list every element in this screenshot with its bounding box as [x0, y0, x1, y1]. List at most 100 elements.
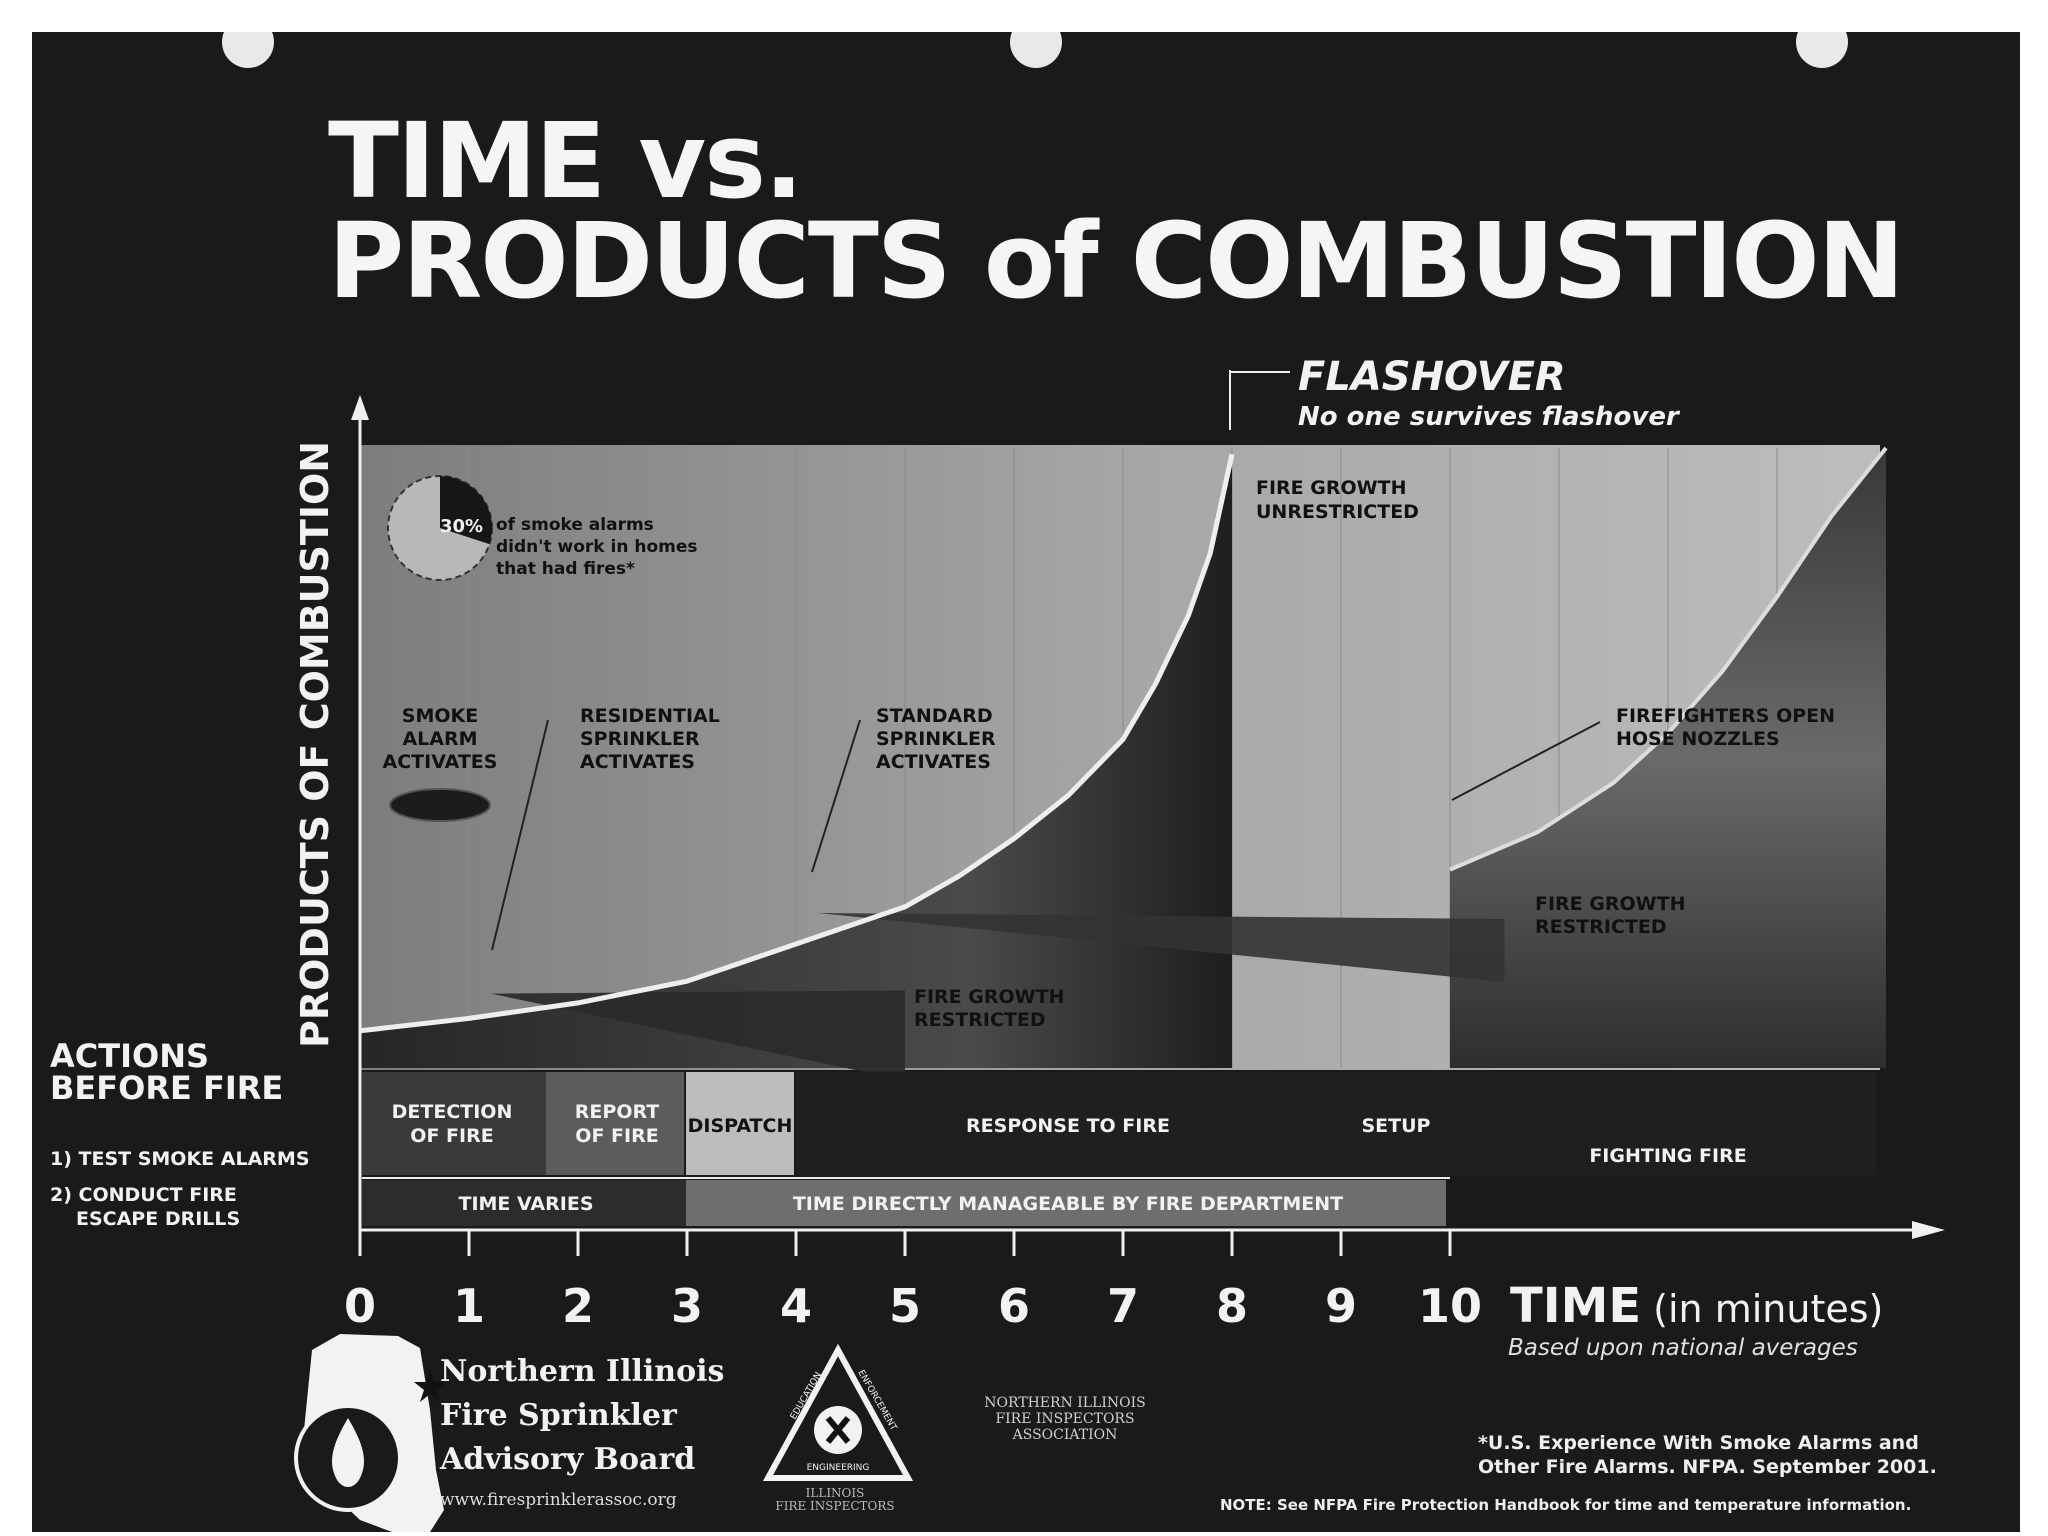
x-tick-label: 8: [1216, 1279, 1248, 1333]
inspectors-line1: NORTHERN ILLINOIS: [984, 1395, 1146, 1411]
annot-restricted-right: FIRE GROWTH: [1535, 893, 1685, 915]
annot-smoke-alarm: SMOKE: [402, 705, 478, 727]
phase-detection-label: OF FIRE: [410, 1125, 493, 1147]
badge-caption: ILLINOIS FIRE INSPECTORS: [770, 1487, 900, 1513]
inspectors-line2: FIRE INSPECTORS: [995, 1411, 1135, 1427]
pie-note-line: didn't work in homes: [496, 537, 698, 557]
phase-report: [546, 1072, 684, 1175]
inspectors-badge: EDUCATION ENGINEERING ENFORCEMENT: [762, 1343, 914, 1481]
smoke-alarm-pie: 30%: [387, 475, 493, 581]
org-name: Northern Illinois Fire Sprinkler Advisor…: [440, 1350, 724, 1482]
pie-percent: 30%: [440, 516, 483, 537]
x-tick-label: 7: [1107, 1279, 1139, 1333]
badge-caption-line1: ILLINOIS: [805, 1486, 865, 1500]
x-tick-label: 5: [889, 1279, 921, 1333]
annot-restricted-mid: FIRE GROWTH: [914, 986, 1064, 1008]
flashover-note: No one survives flashover: [1298, 402, 1681, 432]
annot-residential: SPRINKLER: [580, 728, 700, 750]
annot-residential: ACTIVATES: [580, 751, 695, 773]
inspectors-line3: ASSOCIATION: [1012, 1427, 1118, 1443]
footnote-line1: *U.S. Experience With Smoke Alarms and: [1478, 1432, 1919, 1454]
badge-word: ENGINEERING: [807, 1463, 870, 1473]
pie-note-line: that had fires*: [496, 559, 635, 579]
phase-setup-label: SETUP: [1362, 1115, 1431, 1137]
annot-unrestricted: UNRESTRICTED: [1256, 501, 1419, 523]
smoke-alarm-icon: [389, 788, 491, 822]
phase-dispatch: [686, 1072, 794, 1175]
annot-restricted-right: RESTRICTED: [1535, 916, 1667, 938]
pie-slice-30-percent: [440, 475, 493, 545]
x-ticks: 0 1 2 3 4 5 6 7 8 9 10: [344, 1230, 1482, 1333]
x-tick-label: 3: [671, 1279, 703, 1333]
org-name-line2: Fire Sprinkler: [440, 1398, 677, 1433]
annot-firefighters: FIREFIGHTERS OPEN: [1616, 705, 1835, 727]
pie-note-line: of smoke alarms: [496, 515, 654, 535]
annot-smoke-alarm: ALARM: [402, 728, 477, 750]
x-tick-label: 10: [1418, 1279, 1482, 1333]
org-name-line3: Advisory Board: [440, 1442, 696, 1477]
phase-report-label: REPORT: [575, 1101, 659, 1123]
annot-smoke-alarm: ACTIVATES: [383, 751, 498, 773]
band-standard: [817, 913, 1505, 982]
x-tick-label: 9: [1325, 1279, 1357, 1333]
bar-time-managed-label: TIME DIRECTLY MANAGEABLE BY FIRE DEPARTM…: [793, 1193, 1343, 1215]
star-icon: [414, 1370, 446, 1402]
pointer-firefighters: [1451, 721, 1601, 801]
x-tick-label: 1: [453, 1279, 485, 1333]
bar-time-varies: [362, 1180, 686, 1226]
band-unrestricted: [360, 454, 1232, 1068]
bar-time-varies-label: TIME VARIES: [458, 1193, 593, 1215]
action-item-2: 2) CONDUCT FIRE: [50, 1184, 237, 1206]
annot-standard: STANDARD: [876, 705, 993, 727]
x-tick-label: 2: [562, 1279, 594, 1333]
y-axis-label: PRODUCTS OF COMBUSTION: [293, 441, 337, 1048]
footer-note: NOTE: See NFPA Fire Protection Handbook …: [1220, 1496, 1912, 1514]
phase-detection: [362, 1072, 546, 1175]
action-item-1: 1) TEST SMOKE ALARMS: [50, 1148, 310, 1170]
phase-report-label: OF FIRE: [575, 1125, 658, 1147]
actions-heading-line2: BEFORE FIRE: [50, 1069, 284, 1107]
org-name-line1: Northern Illinois: [440, 1354, 725, 1389]
phase-response: [796, 1072, 1876, 1175]
chart-title-line2: PRODUCTS of COMBUSTION: [328, 200, 1905, 322]
phase-detection-label: DETECTION: [392, 1101, 513, 1123]
actions-heading-line1: ACTIONS: [50, 1037, 210, 1075]
actions-heading: ACTIONS BEFORE FIRE: [50, 1040, 330, 1104]
flashover-label: FLASHOVER: [1298, 354, 1566, 400]
annot-restricted-mid: RESTRICTED: [914, 1009, 1046, 1031]
org-url: www.firesprinklerassoc.org: [440, 1490, 677, 1510]
x-axis-label: TIME (in minutes): [1510, 1278, 1883, 1334]
annot-firefighters: HOSE NOZZLES: [1616, 728, 1780, 750]
band-late-growth: [1450, 448, 1886, 1068]
action-item-2-cont: ESCAPE DRILLS: [76, 1208, 241, 1230]
x-axis-label-suffix: (in minutes): [1653, 1287, 1883, 1331]
badge-caption-line2: FIRE INSPECTORS: [775, 1499, 895, 1513]
phase-dispatch-label: DISPATCH: [688, 1115, 793, 1137]
bar-time-managed: [686, 1180, 1446, 1226]
y-axis-arrow: [351, 395, 369, 420]
pointer-standard: [811, 719, 861, 873]
inspectors-association: NORTHERN ILLINOIS FIRE INSPECTORS ASSOCI…: [960, 1395, 1170, 1443]
curve-late: [1449, 446, 1888, 872]
x-axis-arrow: [1912, 1221, 1945, 1239]
pointer-residential: [491, 719, 549, 951]
annot-standard: ACTIVATES: [876, 751, 991, 773]
band-residential: [490, 990, 905, 1081]
x-tick-label: 6: [998, 1279, 1030, 1333]
x-axis-label-main: TIME: [1510, 1278, 1641, 1334]
x-tick-label: 0: [344, 1279, 376, 1333]
annot-unrestricted: FIRE GROWTH: [1256, 477, 1406, 499]
badge-x-icon: [825, 1416, 851, 1444]
phase-fighting-label: FIGHTING FIRE: [1589, 1145, 1746, 1167]
curve-unrestricted: [359, 453, 1235, 1034]
annot-standard: SPRINKLER: [876, 728, 996, 750]
annot-residential: RESIDENTIAL: [580, 705, 720, 727]
x-tick-label: 4: [780, 1279, 812, 1333]
water-drop-icon: [332, 1418, 364, 1487]
x-axis-note: Based upon national averages: [1508, 1335, 1858, 1361]
phase-response-label: RESPONSE TO FIRE: [966, 1115, 1170, 1137]
chart-title-line1: TIME vs.: [328, 100, 804, 222]
footnote-line2: Other Fire Alarms. NFPA. September 2001.: [1478, 1456, 1937, 1478]
state-logo: [294, 1334, 446, 1532]
